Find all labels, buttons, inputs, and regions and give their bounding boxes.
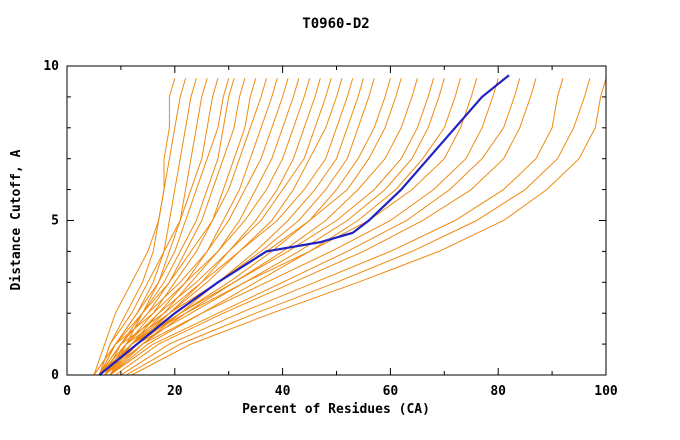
prediction-line (98, 78, 402, 376)
chart-title: T0960-D2 (302, 16, 369, 32)
prediction-line (93, 78, 230, 376)
axes-layer: 0 20 40 60 80 100 0 5 10 (43, 59, 618, 399)
x-tick-label: 0 (63, 384, 71, 399)
prediction-line (98, 78, 354, 376)
prediction-line (109, 78, 418, 376)
prediction-line (98, 78, 267, 376)
x-tick-label: 80 (490, 384, 506, 399)
prediction-line (131, 78, 607, 376)
prediction-line (98, 78, 176, 376)
x-axis-label: Percent of Residues (CA) (242, 402, 430, 417)
prediction-line (109, 78, 521, 376)
highlight-line (98, 74, 510, 376)
prediction-line (115, 78, 537, 376)
prediction-line (109, 78, 235, 376)
prediction-line (98, 78, 375, 376)
prediction-line (120, 78, 564, 376)
series-layer (93, 74, 607, 376)
prediction-line (98, 78, 289, 376)
y-tick-label: 10 (43, 59, 59, 74)
prediction-line (98, 78, 219, 376)
prediction-line (109, 78, 321, 376)
prediction-line (104, 78, 343, 376)
prediction-line (93, 78, 311, 376)
prediction-line (104, 78, 499, 376)
prediction-line (104, 78, 445, 376)
prediction-line (126, 78, 591, 376)
prediction-line (98, 78, 332, 376)
x-tick-label: 20 (167, 384, 183, 399)
x-tick-label: 40 (275, 384, 291, 399)
prediction-line (104, 78, 300, 376)
prediction-line (98, 78, 435, 376)
prediction-line (98, 78, 478, 376)
y-tick-label: 5 (51, 214, 59, 229)
prediction-line (93, 78, 187, 376)
x-tick-label: 60 (383, 384, 399, 399)
y-tick-label: 0 (51, 368, 59, 383)
x-tick-label: 100 (594, 384, 618, 399)
prediction-line (109, 78, 461, 376)
y-axis-label: Distance Cutoff, A (9, 149, 24, 290)
